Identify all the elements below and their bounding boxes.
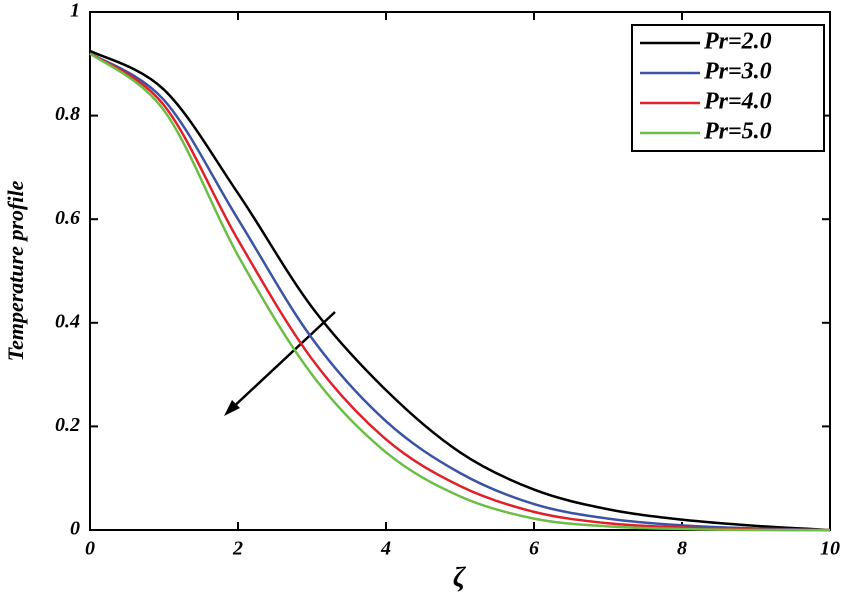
y-tick-label: 1 (70, 0, 80, 22)
arrow (228, 311, 336, 412)
x-tick-label: 10 (820, 538, 840, 560)
y-tick-label: 0.8 (55, 103, 80, 125)
plot-frame (89, 11, 831, 531)
x-tick-label: 0 (85, 538, 95, 560)
y-tick-label: 0.2 (55, 414, 80, 436)
x-tick-label: 2 (232, 538, 243, 560)
x-tick-label: 6 (529, 538, 539, 560)
legend-box (631, 24, 825, 152)
arrow-head (224, 400, 240, 416)
line-series (89, 52, 831, 532)
x-tick-label: 8 (677, 538, 687, 560)
legend-label: Pr=2.0 (703, 29, 772, 55)
legend-label: Pr=5.0 (703, 119, 772, 145)
y-axis-label: Temperature profile (3, 180, 28, 361)
line-series (89, 49, 831, 532)
y-tick-label: 0 (70, 518, 80, 540)
y-tick-label: 0.4 (55, 310, 80, 332)
line-series (89, 52, 831, 532)
x-tick-label: 4 (380, 538, 391, 560)
line-series (89, 52, 831, 532)
legend-label: Pr=4.0 (703, 89, 772, 115)
y-tick-label: 0.6 (55, 207, 80, 229)
legend-label: Pr=3.0 (703, 59, 772, 85)
x-axis-label: ζ (453, 562, 467, 593)
